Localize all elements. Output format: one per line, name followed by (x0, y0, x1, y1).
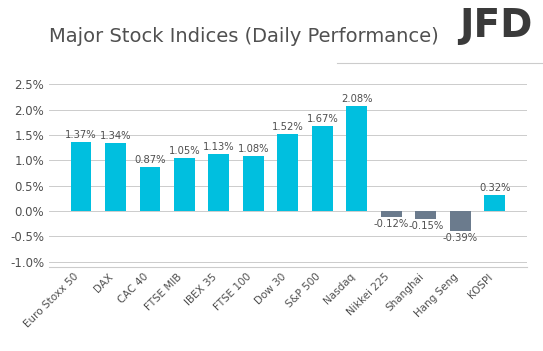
Text: Major Stock Indices (Daily Performance): Major Stock Indices (Daily Performance) (49, 27, 439, 46)
Bar (450, 211, 471, 231)
Text: 1.37%: 1.37% (65, 130, 97, 140)
Bar (140, 167, 160, 211)
Text: 1.05%: 1.05% (168, 146, 200, 156)
Bar (71, 142, 91, 211)
Text: 0.32%: 0.32% (479, 183, 510, 193)
Text: 1.67%: 1.67% (306, 114, 338, 124)
Text: 0.87%: 0.87% (134, 155, 166, 165)
Text: -0.12%: -0.12% (374, 219, 409, 229)
Bar (346, 106, 367, 211)
Text: 1.08%: 1.08% (238, 144, 269, 154)
Text: 2.08%: 2.08% (341, 94, 372, 104)
Text: 1.52%: 1.52% (272, 122, 304, 132)
Bar (243, 156, 264, 211)
Bar (381, 211, 402, 217)
Bar (174, 158, 195, 211)
Text: -0.15%: -0.15% (408, 221, 443, 231)
Text: JFD: JFD (459, 7, 532, 45)
Bar (484, 195, 505, 211)
Text: 1.13%: 1.13% (203, 142, 235, 152)
Bar (277, 134, 298, 211)
Text: -0.39%: -0.39% (443, 233, 478, 243)
Bar (312, 126, 333, 211)
Bar (415, 211, 436, 219)
Bar (105, 143, 126, 211)
Text: 1.34%: 1.34% (100, 131, 131, 141)
Bar (209, 154, 229, 211)
